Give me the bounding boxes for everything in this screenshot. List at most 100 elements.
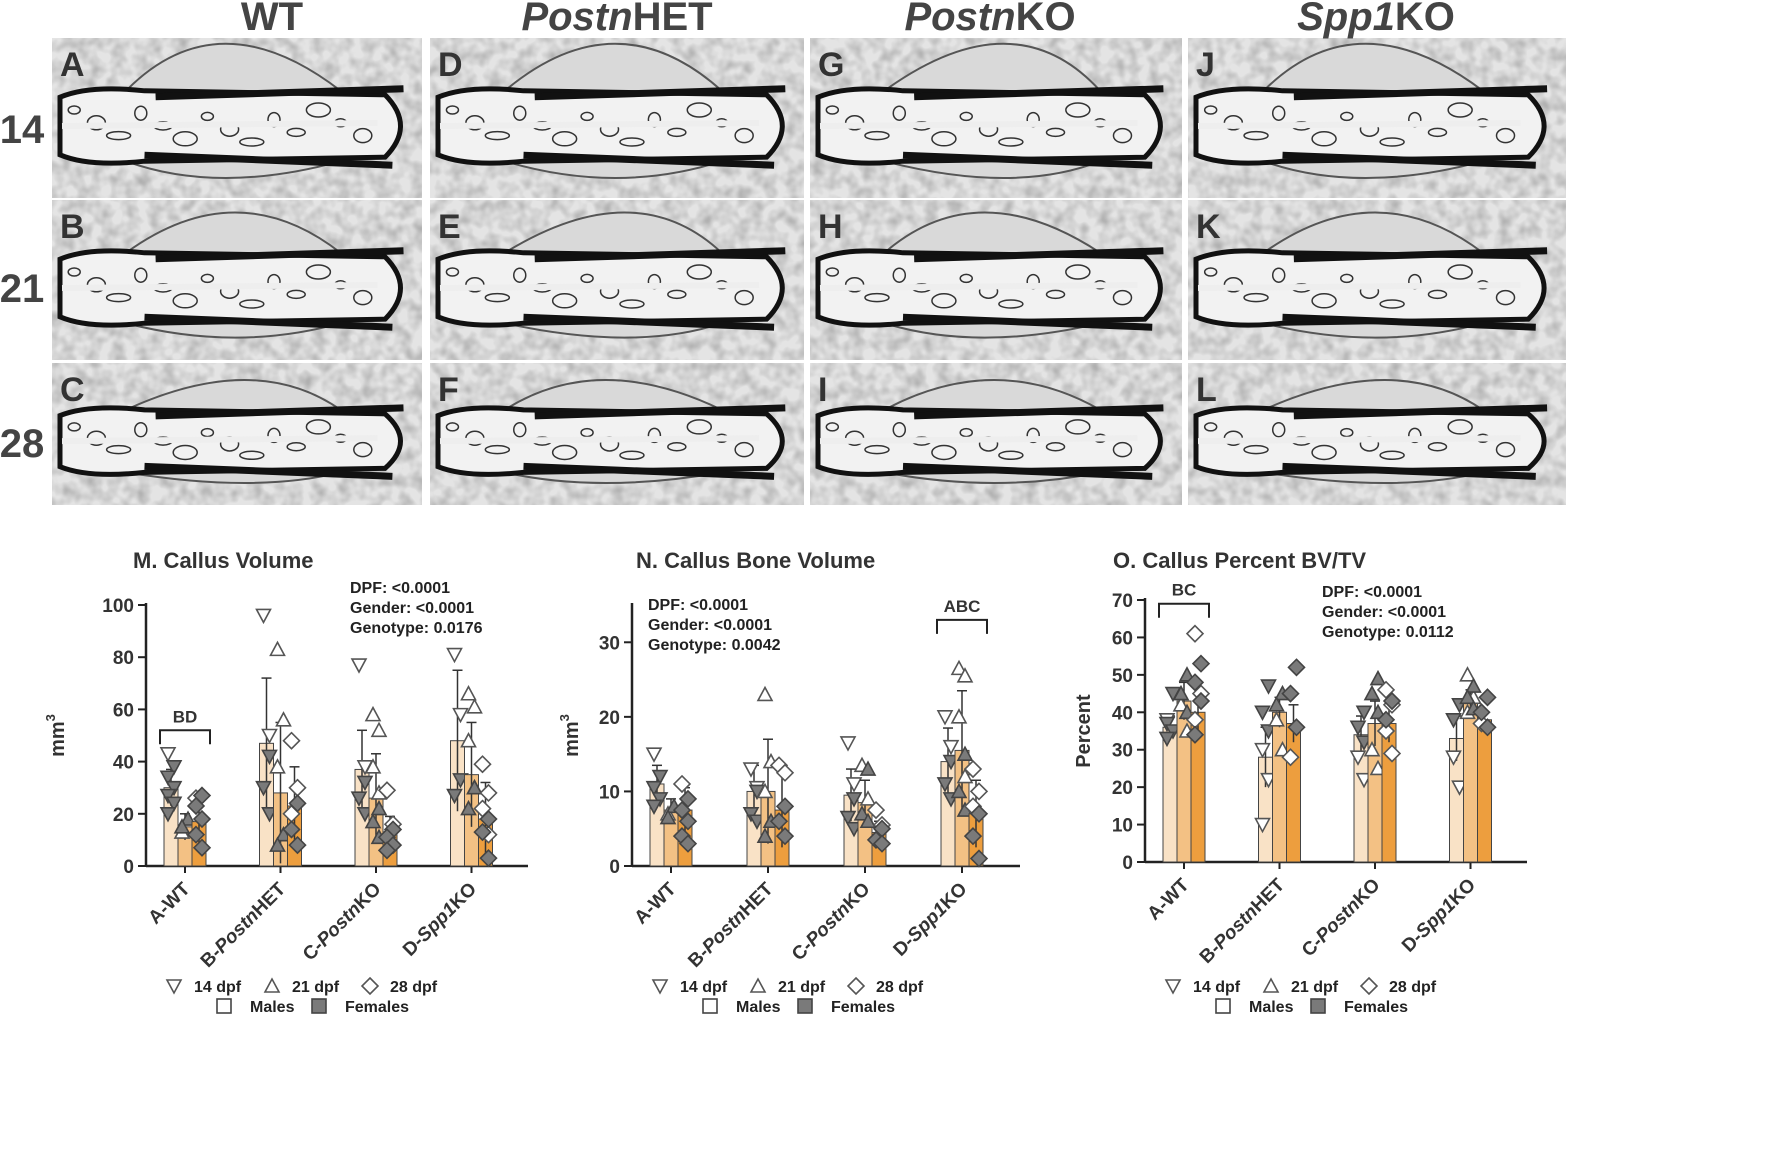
y-tick-label: 40 xyxy=(113,753,134,774)
trabecular-pore xyxy=(1311,131,1337,147)
trabecular-pore xyxy=(1447,264,1473,280)
female-point-tri-down xyxy=(651,792,669,808)
female-point-diamond xyxy=(186,796,206,816)
cortex-upper xyxy=(1293,404,1548,420)
trabecular-pore xyxy=(580,273,594,284)
y-tick-label: 20 xyxy=(1112,778,1133,799)
legend-sex-label: Males xyxy=(1249,999,1294,1016)
trabecular-pore xyxy=(619,137,645,147)
female-point-diamond xyxy=(872,834,892,853)
column-header-italic: Postn xyxy=(521,0,632,39)
male-point-tri-down xyxy=(651,979,669,995)
stat-line: Gender: <0.0001 xyxy=(1322,604,1446,621)
category-label: D-Spp1KO xyxy=(890,879,972,961)
y-axis-label-superscript: 3 xyxy=(43,714,58,721)
stat-line: DPF: <0.0001 xyxy=(350,580,450,597)
male-point-tri-up xyxy=(269,758,286,774)
female-point-tri-down xyxy=(1445,712,1462,729)
y-tick-label: 0 xyxy=(1122,853,1133,874)
female-point-tri-up xyxy=(1459,688,1476,705)
female-point-tri-down xyxy=(839,810,857,827)
panel-letter: C xyxy=(60,371,85,409)
legend-timepoint-label: 21 dpf xyxy=(1291,979,1339,996)
significance-bracket xyxy=(936,618,988,634)
trabecular-pore xyxy=(864,444,890,455)
column-header-plain: WT xyxy=(241,0,303,39)
trabecular-pore xyxy=(734,289,754,306)
male-point-tri-down xyxy=(350,658,368,674)
male-point-diamond xyxy=(1376,721,1396,741)
category-label: A-WT xyxy=(631,878,681,928)
category-label: A-WT xyxy=(145,878,195,928)
cortex-upper xyxy=(914,404,1164,420)
trabecular-pore xyxy=(353,441,373,458)
bar xyxy=(1162,726,1178,863)
female-point-diamond xyxy=(1191,654,1211,673)
female-point-diamond xyxy=(192,838,212,857)
female-point-tri-down xyxy=(159,770,177,786)
panel-letter: B xyxy=(60,208,85,246)
trabecular-pore xyxy=(200,111,215,122)
panel-letter: G xyxy=(818,46,844,84)
legend-timepoint-label: 28 dpf xyxy=(390,979,438,996)
y-tick-label: 30 xyxy=(1112,741,1133,762)
y-tick-label: 30 xyxy=(599,633,620,654)
trabecular-pore xyxy=(286,127,306,138)
y-tick-label: 50 xyxy=(1112,666,1133,687)
male-point-tri-down xyxy=(936,710,954,726)
category-label: D-Spp1KO xyxy=(1398,875,1480,957)
female-point-tri-up xyxy=(269,836,286,852)
trabecular-pore xyxy=(1065,419,1091,435)
male-point-tri-down xyxy=(446,647,463,664)
y-axis-label: Percent xyxy=(1073,694,1095,768)
male-point-tri-up xyxy=(859,790,877,806)
male-point-tri-down xyxy=(159,746,177,763)
panel-letter: H xyxy=(818,208,843,246)
female-point-tri-down xyxy=(165,780,183,797)
male-point-tri-down xyxy=(165,979,183,995)
y-axis-label-main: Percent xyxy=(1073,694,1095,768)
trabecular-pore xyxy=(305,102,332,118)
category-label: B-PostnHET xyxy=(1196,874,1290,968)
male-point-diamond xyxy=(1185,624,1205,643)
intramedullary-pin xyxy=(61,120,378,129)
y-axis-label-superscript: 3 xyxy=(557,714,572,721)
female-point-tri-down xyxy=(350,791,368,807)
trabecular-pore xyxy=(239,137,265,147)
significance-label: BC xyxy=(1172,581,1197,600)
trabecular-pore xyxy=(998,299,1024,309)
male-point-tri-up xyxy=(275,711,292,727)
y-tick-label: 20 xyxy=(113,805,134,826)
cortex-upper xyxy=(155,247,404,263)
column-header-plain: KO xyxy=(1395,0,1455,39)
trabecular-pore xyxy=(484,444,511,455)
trabecular-pore xyxy=(1065,102,1091,118)
legend-timepoint-label: 14 dpf xyxy=(1193,979,1241,996)
male-point-tri-down xyxy=(1254,742,1271,759)
cortex-lower xyxy=(523,313,775,331)
trabecular-pore xyxy=(1408,427,1422,444)
female-point-tri-down xyxy=(356,775,374,792)
female-point-tri-up xyxy=(364,812,382,829)
legend-sex-label: Females xyxy=(1344,999,1408,1016)
trabecular-pore xyxy=(286,442,306,452)
male-point-tri-up xyxy=(1172,696,1190,712)
male-point-diamond xyxy=(479,783,498,803)
y-tick-label: 100 xyxy=(102,596,134,617)
male-point-tri-down xyxy=(845,777,863,793)
row-label-21dpf: 21 xyxy=(0,267,44,311)
trabecular-pore xyxy=(353,289,373,306)
legend-timepoint-label: 28 dpf xyxy=(1389,979,1437,996)
trabecular-pore xyxy=(1026,427,1040,444)
male-point-tri-up xyxy=(950,659,968,676)
cortex-lower xyxy=(523,462,775,480)
trabecular-pore xyxy=(551,293,578,309)
stat-line: Gender: <0.0001 xyxy=(648,617,772,634)
trabecular-pore xyxy=(1203,267,1218,277)
female-point-tri-down xyxy=(742,807,760,823)
male-point-tri-up xyxy=(460,732,477,748)
cortex-lower xyxy=(523,151,775,169)
female-point-tri-down xyxy=(1355,705,1373,721)
y-tick-label: 10 xyxy=(599,782,620,803)
female-point-diamond xyxy=(1478,718,1497,737)
